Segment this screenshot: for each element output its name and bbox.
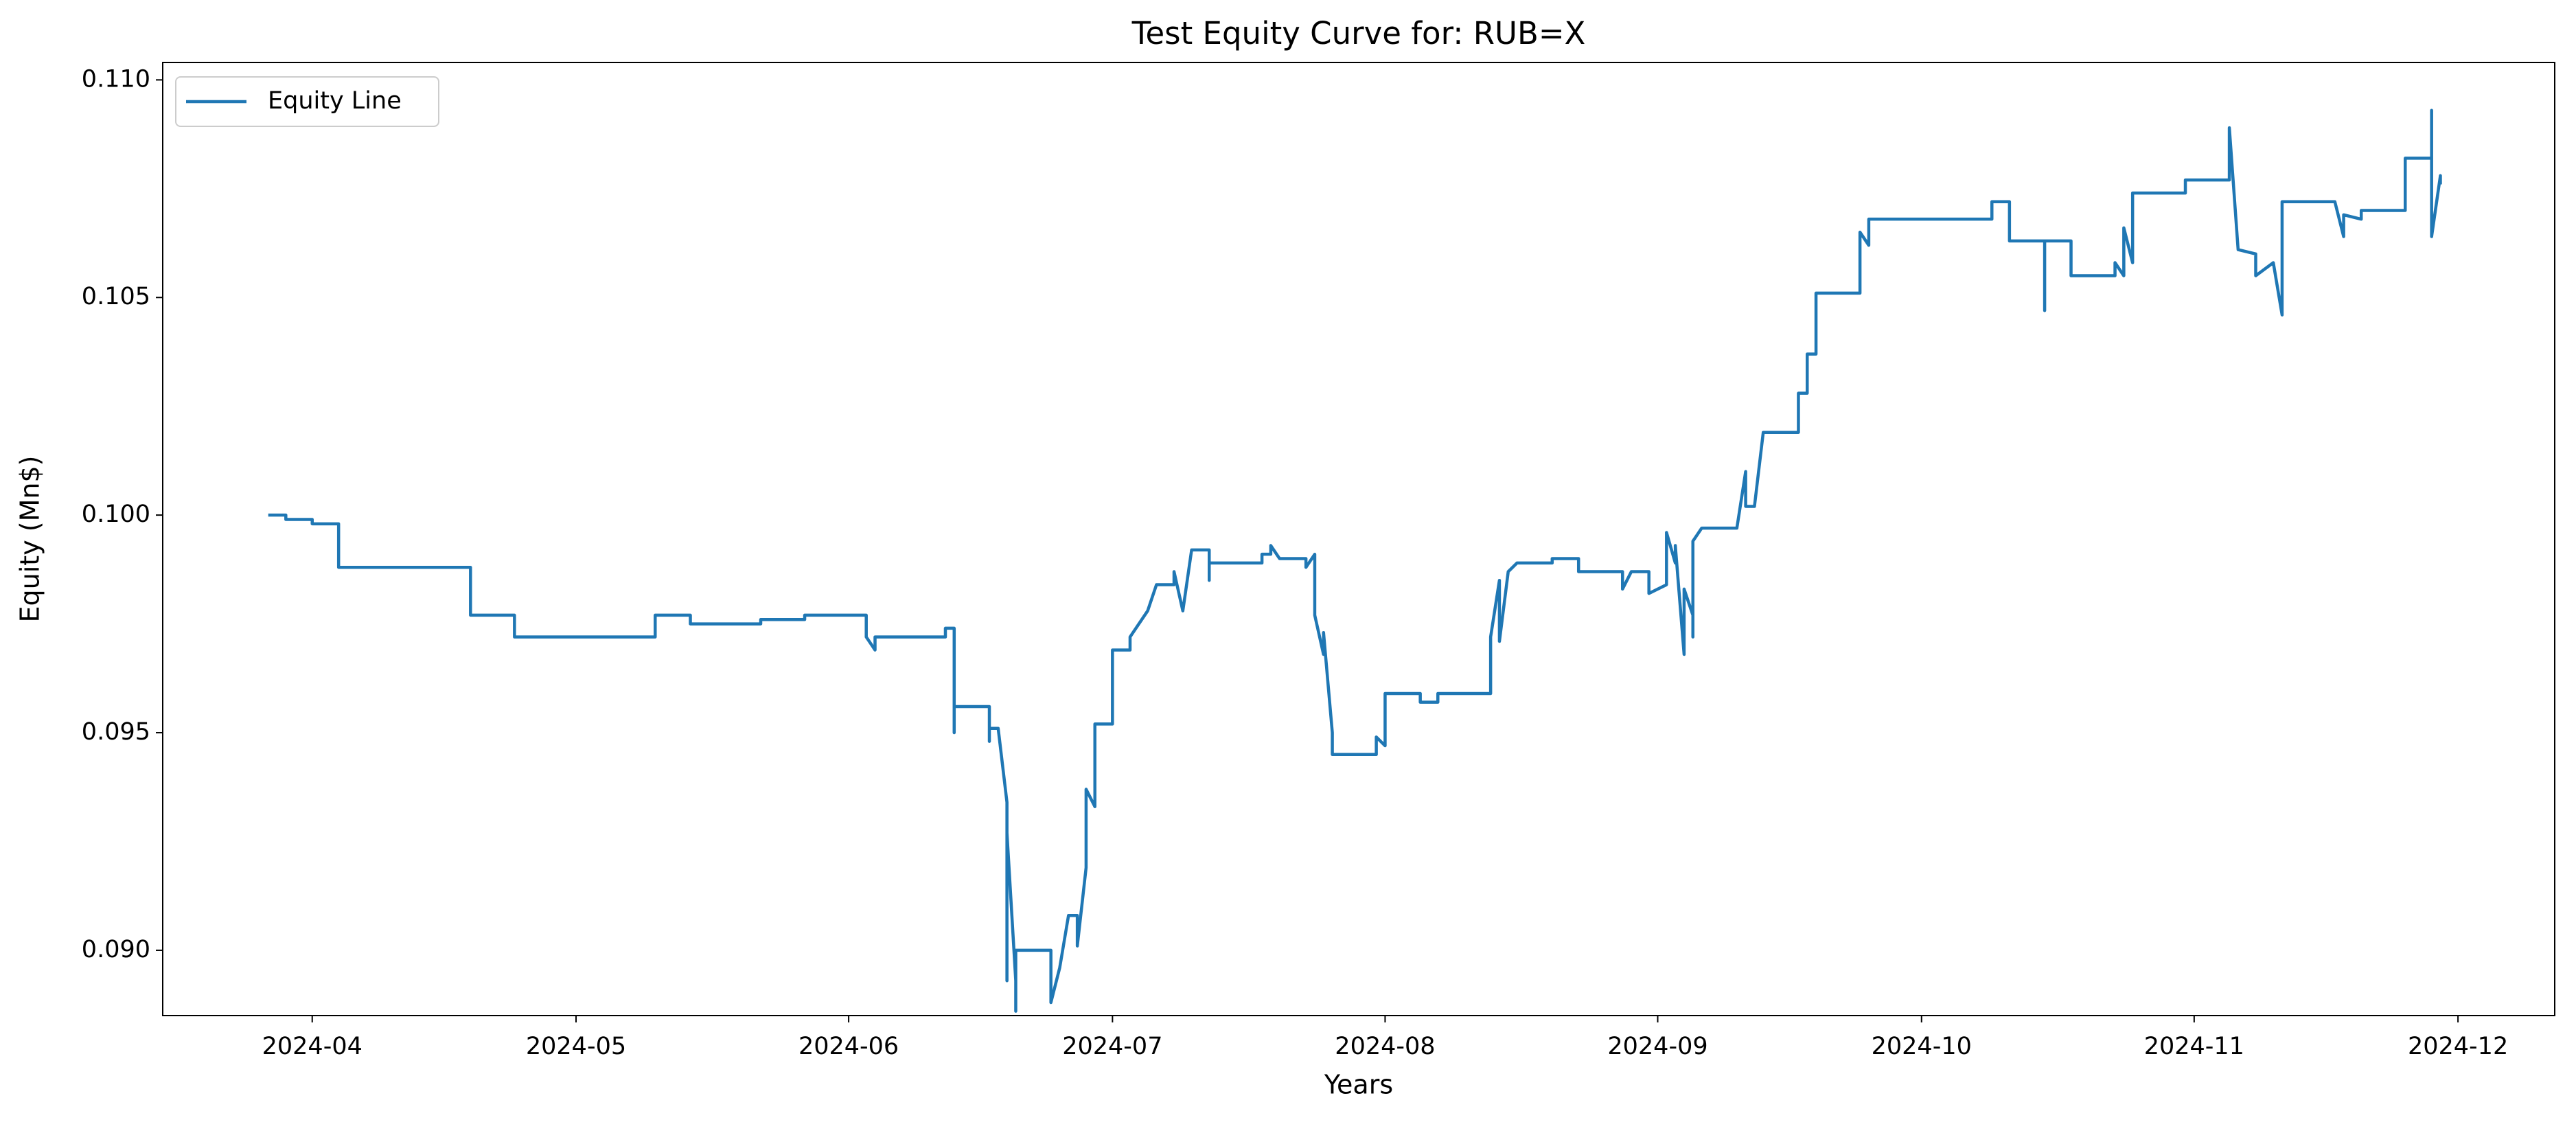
chart-title: Test Equity Curve for: RUB=X: [1131, 15, 1586, 51]
x-tick-label: 2024-07: [1062, 1033, 1162, 1060]
legend: Equity Line: [175, 76, 439, 127]
x-tick-label: 2024-09: [1607, 1033, 1707, 1060]
legend-label: Equity Line: [268, 87, 402, 115]
x-tick-label: 2024-11: [2144, 1033, 2244, 1060]
x-tick-label: 2024-12: [2408, 1033, 2508, 1060]
x-tick-label: 2024-04: [262, 1033, 363, 1060]
y-tick-label: 0.110: [82, 65, 150, 93]
y-tick-label: 0.100: [82, 501, 150, 528]
x-tick-label: 2024-10: [1872, 1033, 1972, 1060]
x-axis-label: Years: [1324, 1070, 1393, 1100]
equity-line: [268, 108, 2442, 1013]
x-tick-label: 2024-08: [1335, 1033, 1435, 1060]
plot-frame: [162, 62, 2555, 1016]
y-tick-label: 0.105: [82, 283, 150, 310]
y-tick-label: 0.090: [82, 936, 150, 963]
legend-box: [175, 76, 439, 127]
y-tick-label: 0.095: [82, 718, 150, 746]
x-tick-label: 2024-06: [798, 1033, 899, 1060]
x-tick-label: 2024-05: [526, 1033, 626, 1060]
y-axis-label: Equity (Mn$): [15, 456, 45, 623]
